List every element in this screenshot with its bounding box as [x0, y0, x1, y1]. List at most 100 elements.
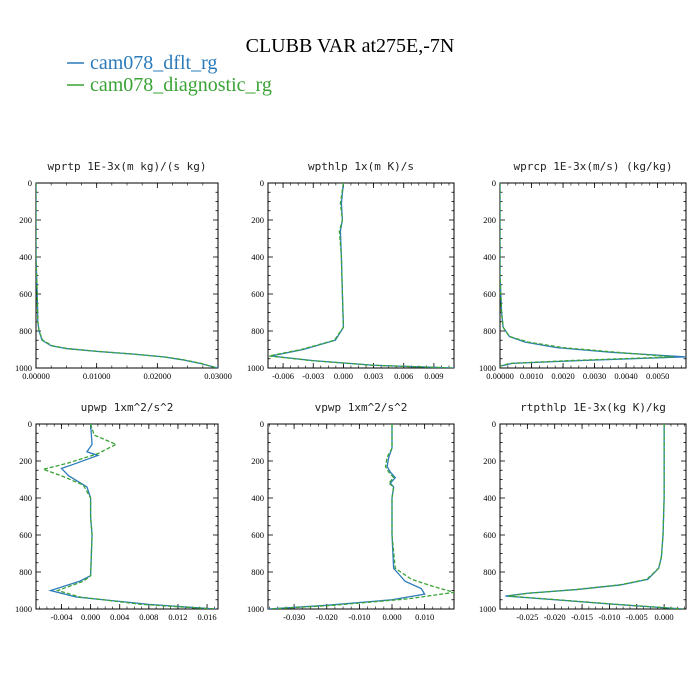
x-tick-label: 0.02000	[144, 371, 172, 381]
series-line-dflt	[36, 183, 218, 368]
y-tick-label: 400	[19, 493, 32, 503]
plot-frame	[499, 182, 687, 369]
x-tick-label: 0.009	[424, 371, 443, 381]
x-tick-label: 0.000	[382, 612, 401, 622]
y-tick-label: 600	[19, 289, 32, 299]
series-line-dflt	[48, 424, 216, 609]
x-tick-label: -0.005	[626, 612, 648, 622]
y-tick-label: 200	[251, 215, 264, 225]
y-tick-label: 1000	[247, 604, 264, 614]
x-tick-label: 0.01000	[83, 371, 111, 381]
x-tick-label: 0.0030	[583, 371, 606, 381]
y-tick-label: 1000	[479, 604, 496, 614]
x-tick-label: 0.008	[139, 612, 158, 622]
legend-label-dflt: cam078_dflt_rg	[90, 52, 217, 74]
panel-0: wprtp 1E-3x(m kg)/(s kg) 0 200 400 600 800 100…	[15, 160, 232, 381]
y-tick-label: 200	[251, 456, 264, 466]
y-tick-label: 800	[19, 567, 32, 577]
x-tick-label: -0.020	[544, 612, 566, 622]
series-line-diagnostic	[500, 183, 674, 367]
x-tick-label: 0.0010	[520, 371, 543, 381]
x-tick-label: 0.000	[655, 612, 674, 622]
x-tick-label: 0.0040	[614, 371, 637, 381]
x-tick-label: -0.025	[516, 612, 538, 622]
panel-4: vpwp 1xm^2/s^2 0 200 400 600 800 1000 -0.030 -0.…	[247, 401, 455, 622]
y-tick-label: 0	[260, 419, 264, 429]
x-tick-label: 0.016	[198, 612, 217, 622]
plot-frame	[267, 423, 455, 610]
series-line-diagnostic	[269, 424, 454, 609]
series-line-dflt	[270, 183, 454, 368]
panel-title: wprcp 1E-3x(m/s) (kg/kg)	[514, 160, 673, 173]
panel-title: upwp 1xm^2/s^2	[81, 401, 174, 414]
x-tick-label: 0.00000	[486, 371, 514, 381]
series-line-diagnostic	[268, 183, 454, 368]
panel-title: wpthlp 1x(m K)/s	[308, 160, 414, 173]
plot-frame	[35, 182, 219, 369]
x-tick-label: 0.000	[334, 371, 353, 381]
panel-5: rtpthlp 1E-3x(kg K)/kg 0 200 400 600 800 1000 -…	[479, 401, 687, 622]
x-tick-label: -0.015	[571, 612, 593, 622]
x-tick-label: -0.003	[302, 371, 324, 381]
y-tick-label: 800	[19, 326, 32, 336]
y-tick-label: 600	[251, 530, 264, 540]
x-tick-label: 0.012	[168, 612, 187, 622]
y-tick-label: 1000	[479, 363, 496, 373]
plot-frame	[499, 423, 687, 610]
plot-frame	[267, 182, 455, 369]
x-tick-label: -0.030	[283, 612, 305, 622]
x-tick-label: -0.004	[50, 612, 73, 622]
x-tick-label: -0.010	[348, 612, 370, 622]
panel-1: wpthlp 1x(m K)/s 0 200 400 600 800 1000 -0.006-…	[247, 160, 455, 381]
panels: wprtp 1E-3x(m kg)/(s kg) 0 200 400 600 800 100…	[15, 160, 687, 622]
panel-title: vpwp 1xm^2/s^2	[315, 401, 408, 414]
y-tick-label: 200	[19, 456, 32, 466]
plot-frame	[35, 423, 219, 610]
y-tick-label: 200	[483, 456, 496, 466]
series-line-diagnostic	[41, 424, 215, 609]
y-tick-label: 800	[251, 326, 264, 336]
y-tick-label: 200	[483, 215, 496, 225]
panel-title: wprtp 1E-3x(m kg)/(s kg)	[48, 160, 207, 173]
panel-title: rtpthlp 1E-3x(kg K)/kg	[520, 401, 666, 414]
y-tick-label: 400	[251, 252, 264, 262]
y-tick-label: 600	[251, 289, 264, 299]
y-tick-label: 0	[492, 419, 496, 429]
y-tick-label: 600	[483, 530, 496, 540]
x-tick-label: -0.020	[316, 612, 338, 622]
y-tick-label: 400	[483, 252, 496, 262]
y-tick-label: 400	[483, 493, 496, 503]
x-tick-label: 0.010	[415, 612, 434, 622]
legend: cam078_dflt_rg cam078_diagnostic_rg	[67, 52, 272, 96]
series-line-dflt	[500, 183, 686, 367]
y-tick-label: 0	[492, 178, 496, 188]
y-tick-label: 0	[28, 419, 32, 429]
y-tick-label: 400	[19, 252, 32, 262]
y-tick-label: 400	[251, 493, 264, 503]
series-line-diagnostic	[36, 183, 217, 368]
y-tick-label: 0	[260, 178, 264, 188]
x-tick-label: -0.010	[598, 612, 620, 622]
legend-label-diagnostic: cam078_diagnostic_rg	[90, 74, 272, 96]
y-tick-label: 1000	[15, 363, 32, 373]
x-tick-label: -0.006	[272, 371, 294, 381]
figure-title: CLUBB VAR at275E,-7N	[246, 35, 455, 57]
y-tick-label: 800	[483, 567, 496, 577]
x-tick-label: 0.0020	[551, 371, 574, 381]
series-line-dflt	[268, 424, 426, 609]
x-tick-label: 0.006	[394, 371, 413, 381]
y-tick-label: 600	[483, 289, 496, 299]
y-tick-label: 800	[251, 567, 264, 577]
series-line-dflt	[505, 424, 684, 609]
y-tick-label: 800	[483, 326, 496, 336]
x-tick-label: 0.000	[81, 612, 100, 622]
y-tick-label: 1000	[247, 363, 264, 373]
x-tick-label: 0.0050	[646, 371, 669, 381]
y-tick-label: 600	[19, 530, 32, 540]
y-tick-label: 0	[28, 178, 32, 188]
x-tick-label: 0.00000	[22, 371, 50, 381]
y-tick-label: 200	[19, 215, 32, 225]
y-tick-label: 1000	[15, 604, 32, 614]
x-tick-label: 0.03000	[204, 371, 232, 381]
